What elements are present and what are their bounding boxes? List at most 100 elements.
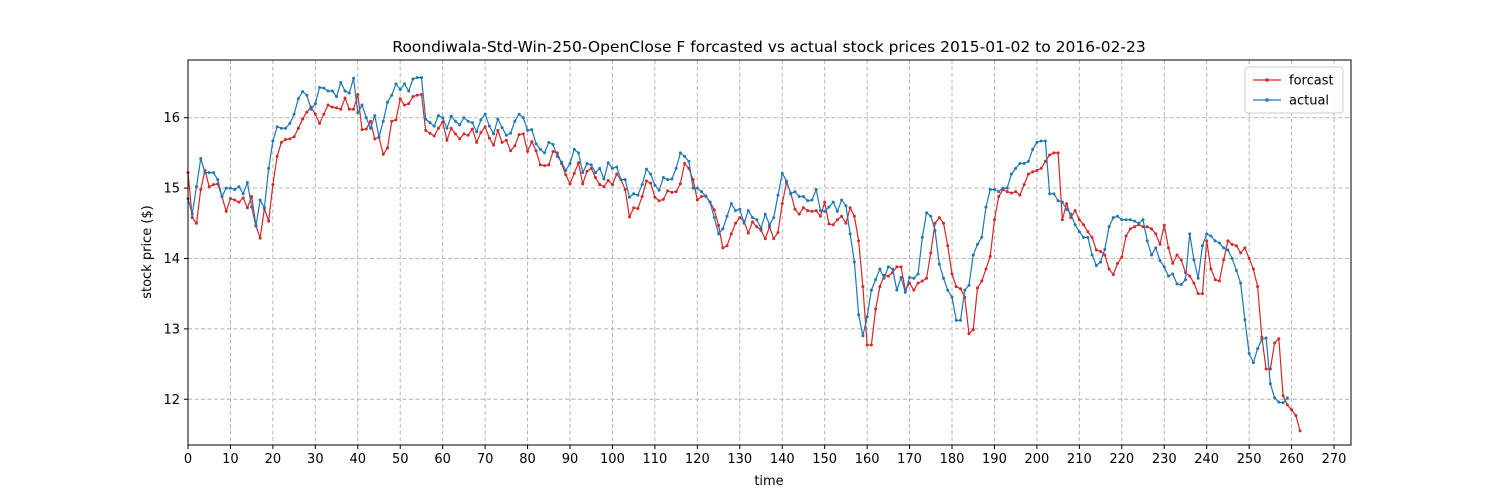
data-point-actual	[275, 125, 279, 129]
data-point-forcast	[827, 222, 831, 226]
data-point-forcast	[385, 146, 389, 150]
data-point-actual	[1116, 214, 1120, 218]
data-point-actual	[1243, 318, 1247, 322]
y-tick-label: 14	[163, 252, 180, 267]
data-point-actual	[292, 112, 296, 116]
data-point-actual	[1183, 278, 1187, 282]
data-point-actual	[806, 199, 810, 203]
data-point-actual	[772, 216, 776, 220]
data-point-actual	[695, 186, 699, 190]
data-point-actual	[657, 188, 661, 192]
legend: forcast actual	[1244, 66, 1344, 114]
data-point-actual	[708, 200, 712, 204]
x-axis-label: time	[754, 474, 783, 489]
data-point-forcast	[725, 244, 729, 248]
x-axis: 0 10 20 30 40 50 60 70 80 90 100 110 120 130 140 150 160…	[184, 445, 1346, 467]
y-tick-label: 16	[163, 111, 180, 126]
data-point-forcast	[984, 267, 988, 271]
data-point-actual	[326, 89, 330, 93]
data-point-actual	[475, 130, 479, 134]
data-point-actual	[967, 283, 971, 287]
data-point-forcast	[1060, 218, 1064, 222]
data-point-forcast	[912, 288, 916, 292]
data-point-forcast	[343, 96, 347, 100]
data-point-actual	[445, 126, 449, 130]
data-point-actual	[869, 288, 873, 292]
x-tick-label: 130	[727, 452, 752, 467]
data-point-actual	[1239, 281, 1243, 285]
data-point-forcast	[644, 179, 648, 183]
data-point-forcast	[199, 188, 203, 192]
data-point-actual	[717, 232, 721, 236]
data-point-actual	[589, 163, 593, 167]
data-point-forcast	[322, 112, 326, 116]
data-point-actual	[543, 151, 547, 155]
data-point-actual	[1103, 247, 1107, 251]
legend-forcast-label: forcast	[1289, 74, 1334, 89]
data-point-forcast	[462, 132, 466, 136]
data-point-actual	[725, 214, 729, 218]
data-point-actual	[768, 223, 771, 227]
data-point-forcast	[670, 190, 674, 194]
data-point-actual	[267, 166, 271, 170]
data-point-forcast	[649, 181, 653, 185]
data-point-forcast	[683, 161, 687, 165]
data-point-forcast	[700, 195, 704, 199]
data-point-forcast	[538, 163, 542, 167]
data-point-actual	[852, 260, 856, 264]
data-point-actual	[729, 202, 733, 206]
data-point-forcast	[623, 188, 627, 192]
legend-forcast-marker	[1265, 78, 1269, 82]
data-point-actual	[1222, 246, 1226, 250]
data-point-forcast	[1094, 248, 1098, 252]
data-point-actual	[619, 178, 623, 182]
y-tick-label: 12	[163, 393, 180, 408]
data-point-forcast	[373, 137, 377, 141]
data-point-actual	[224, 186, 228, 190]
data-point-actual	[492, 132, 496, 136]
data-point-forcast	[487, 136, 491, 140]
data-point-actual	[1230, 256, 1234, 260]
data-point-forcast	[653, 195, 657, 199]
data-point-forcast	[441, 120, 445, 124]
data-point-actual	[1014, 166, 1018, 170]
data-point-actual	[606, 161, 610, 165]
data-point-forcast	[954, 285, 958, 289]
data-point-forcast	[925, 276, 929, 280]
data-point-actual	[1133, 219, 1137, 223]
data-point-forcast	[279, 140, 283, 144]
data-point-forcast	[763, 237, 767, 241]
data-point-forcast	[1052, 151, 1056, 155]
data-point-actual	[551, 142, 555, 146]
data-point-actual	[1090, 253, 1094, 257]
data-point-actual	[1065, 207, 1069, 211]
data-point-actual	[602, 177, 606, 181]
data-point-forcast	[513, 144, 517, 148]
legend-box	[1244, 66, 1344, 114]
data-point-actual	[1031, 147, 1035, 151]
data-point-actual	[610, 166, 614, 170]
data-point-actual	[840, 198, 844, 202]
data-point-actual	[835, 209, 839, 213]
data-point-actual	[585, 161, 589, 165]
data-point-actual	[712, 216, 716, 220]
data-point-actual	[627, 195, 631, 199]
data-point-actual	[704, 195, 708, 199]
data-point-actual	[322, 86, 326, 90]
data-point-actual	[1137, 221, 1141, 225]
data-point-actual	[925, 211, 929, 215]
data-point-actual	[1043, 139, 1047, 143]
data-point-forcast	[1022, 183, 1026, 187]
data-point-actual	[318, 85, 322, 89]
data-point-actual	[1077, 230, 1081, 234]
data-point-forcast	[1018, 193, 1022, 197]
data-point-forcast	[632, 206, 636, 210]
data-point-actual	[458, 123, 462, 127]
data-point-actual	[402, 82, 406, 86]
x-tick-label: 170	[897, 452, 922, 467]
data-point-actual	[309, 107, 313, 111]
data-point-forcast	[398, 97, 402, 101]
data-point-actual	[250, 205, 254, 209]
data-point-actual	[335, 95, 339, 99]
data-point-actual	[954, 318, 958, 322]
